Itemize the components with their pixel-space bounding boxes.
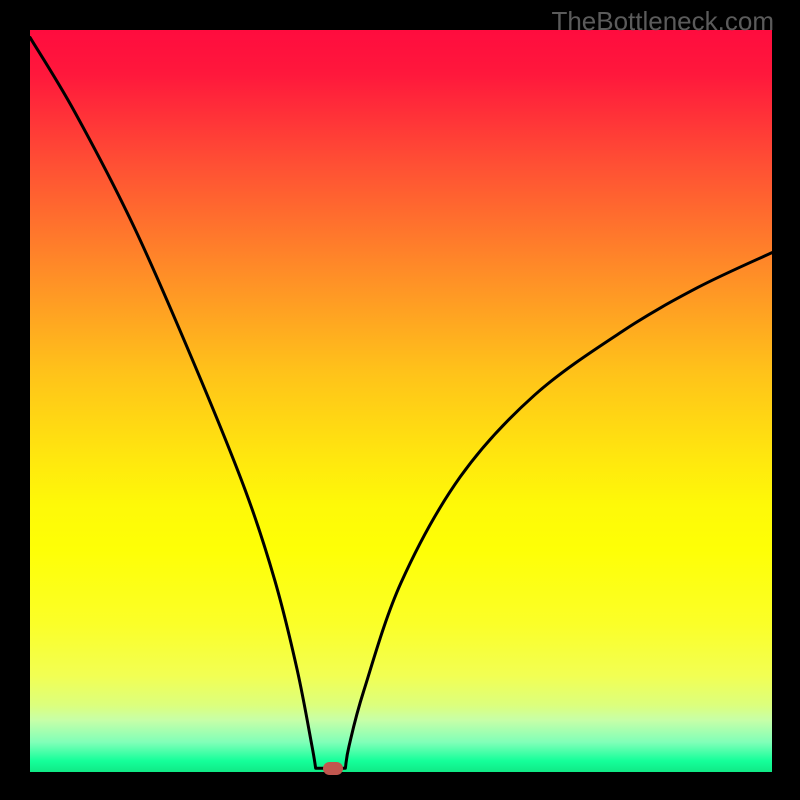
plot-area: [30, 30, 772, 772]
chart-container: TheBottleneck.com: [0, 0, 800, 800]
watermark-text: TheBottleneck.com: [551, 6, 774, 37]
bottleneck-marker: [323, 762, 343, 775]
